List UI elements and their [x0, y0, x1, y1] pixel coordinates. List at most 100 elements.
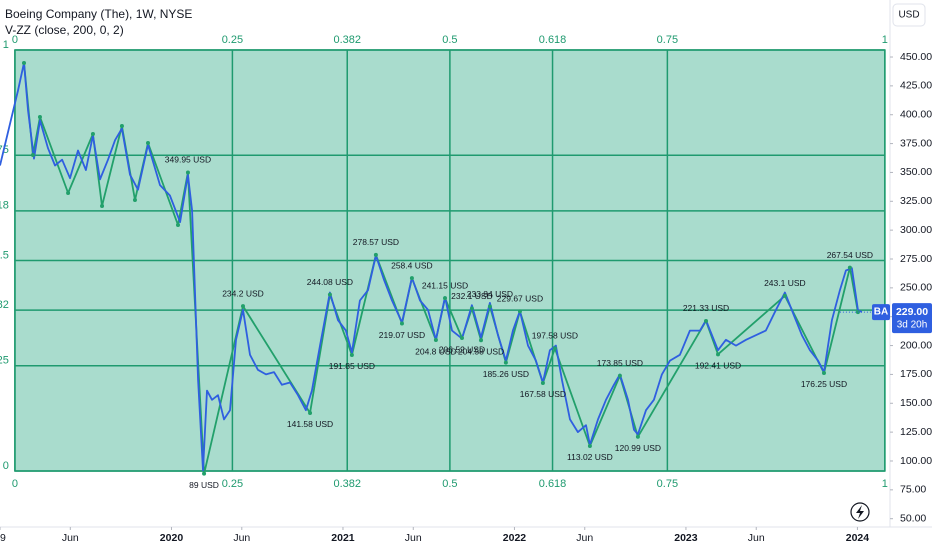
pivot-label: 185.26 USD: [483, 369, 529, 379]
replay-icon[interactable]: [850, 502, 870, 522]
currency-button[interactable]: [892, 3, 926, 27]
currency-button-label[interactable]: USD: [898, 10, 919, 21]
y-tick-label: 325.00: [900, 195, 932, 207]
pivot-point: [587, 443, 592, 448]
pivot-point: [517, 309, 522, 314]
x-tick-label: 2024: [846, 532, 870, 544]
y-tick-label: 150.00: [900, 397, 932, 409]
pivot-point: [145, 141, 150, 146]
pivot-label: 89 USD: [189, 480, 219, 490]
pivot-label: 206.52 USD: [439, 344, 485, 354]
fib-time-label-top: 0.5: [442, 34, 457, 46]
pivot-point: [459, 336, 464, 341]
pivot-label: 173.85 USD: [597, 358, 643, 368]
pivot-point: [176, 222, 180, 227]
plot-area: 0000.250.250.250.3820.3820.3820.50.50.50…: [0, 34, 888, 490]
pivot-label: 278.57 USD: [353, 237, 399, 247]
pivot-label: 197.58 USD: [532, 331, 578, 341]
symbol-tag: [872, 304, 890, 321]
pivot-point: [37, 115, 42, 120]
last-price-label: 229.00: [896, 306, 928, 318]
x-tick-label: Jun: [62, 532, 79, 544]
x-tick-label: Jun: [405, 532, 422, 544]
pivot-label: 267.54 USD: [827, 250, 873, 260]
y-tick-label: 425.00: [900, 80, 932, 92]
y-tick-label: 400.00: [900, 109, 932, 121]
pivot-label: 221.33 USD: [683, 303, 729, 313]
pivot-point: [399, 321, 404, 326]
pivot-point: [617, 373, 622, 378]
pivot-label: 141.58 USD: [287, 419, 333, 429]
pivot-label: 244.08 USD: [307, 277, 353, 287]
fib-time-label-bottom: 0.5: [442, 478, 457, 490]
x-tick-label: Jun: [576, 532, 593, 544]
fib-time-label-bottom: 0.382: [333, 478, 361, 490]
pivot-point: [635, 434, 640, 439]
pivot-label: 192.41 USD: [695, 361, 741, 371]
pivot-point: [119, 124, 124, 129]
fib-time-label-bottom: 1: [882, 478, 888, 490]
y-tick-label: 350.00: [900, 166, 932, 178]
x-tick-label: Jun: [233, 532, 250, 544]
y-tick-label: 100.00: [900, 455, 932, 467]
x-tick-label: Jun: [748, 532, 765, 544]
pivot-point: [716, 352, 721, 357]
pivot-label: 233.84 USD: [467, 289, 513, 299]
y-tick-label: 175.00: [900, 368, 932, 380]
chart-title: Boeing Company (The), 1W, NYSE: [5, 7, 192, 21]
fib-time-label-bottom: 0.75: [657, 478, 678, 490]
countdown-label: 3d 20h: [897, 320, 928, 331]
pivot-label: 258.4 USD: [391, 260, 433, 270]
x-tick-label: 19: [0, 532, 6, 544]
pivot-point: [100, 204, 105, 209]
fib-price-label: 0.382: [0, 299, 9, 311]
pivot-point: [552, 346, 557, 351]
x-tick-label: 2021: [331, 532, 355, 544]
pivot-point: [469, 306, 474, 311]
fib-time-label-top: 0.25: [222, 34, 243, 46]
pivot-point: [240, 304, 245, 309]
pivot-label: 167.58 USD: [520, 389, 566, 399]
symbol-tag-label: BA: [874, 307, 888, 318]
pivot-label: 243.1 USD: [764, 278, 806, 288]
pivot-point: [202, 471, 207, 476]
pivot-point: [479, 338, 484, 343]
pivot-point: [540, 380, 545, 385]
y-tick-label: 75.00: [900, 484, 926, 496]
pivot-label: 219.07 USD: [379, 330, 425, 340]
price-line: [0, 61, 863, 472]
y-tick-label: 125.00: [900, 426, 932, 438]
fib-time-label-bottom: 0.25: [222, 478, 243, 490]
pivot-point: [443, 296, 447, 301]
pivot-point: [487, 304, 492, 309]
pivot-label: 204.8 USD: [415, 346, 457, 356]
pivot-point: [22, 61, 27, 66]
icon-bolt[interactable]: [856, 505, 864, 519]
pivot-label: 229.67 USD: [497, 294, 543, 304]
x-tick-label: 2020: [160, 532, 184, 544]
x-tick-label: 2023: [674, 532, 698, 544]
pivot-label: 113.02 USD: [567, 452, 613, 462]
fib-price-label: 1: [3, 39, 9, 51]
fib-time-label-bottom: 0: [12, 478, 18, 490]
pivot-point: [503, 360, 508, 365]
pivot-point: [409, 276, 414, 281]
pivot-point: [703, 318, 708, 323]
pivot-point: [308, 410, 313, 415]
y-tick-label: 300.00: [900, 224, 932, 236]
y-tick-label: 450.00: [900, 51, 932, 63]
fib-time-label-top: 0: [12, 34, 18, 46]
pivot-label: 191.85 USD: [329, 361, 375, 371]
fib-price-label: 0: [3, 460, 9, 472]
pivot-point: [327, 292, 332, 297]
y-tick-label: 275.00: [900, 253, 932, 265]
pivot-point: [349, 352, 354, 357]
pivot-point: [433, 338, 438, 343]
pivot-point: [132, 198, 137, 203]
pivot-point: [30, 153, 35, 158]
pivot-label: 234.2 USD: [222, 288, 264, 298]
y-tick-label: 200.00: [900, 339, 932, 351]
fib-time-label-top: 0.75: [657, 34, 678, 46]
fib-time-label-top: 1: [882, 34, 888, 46]
